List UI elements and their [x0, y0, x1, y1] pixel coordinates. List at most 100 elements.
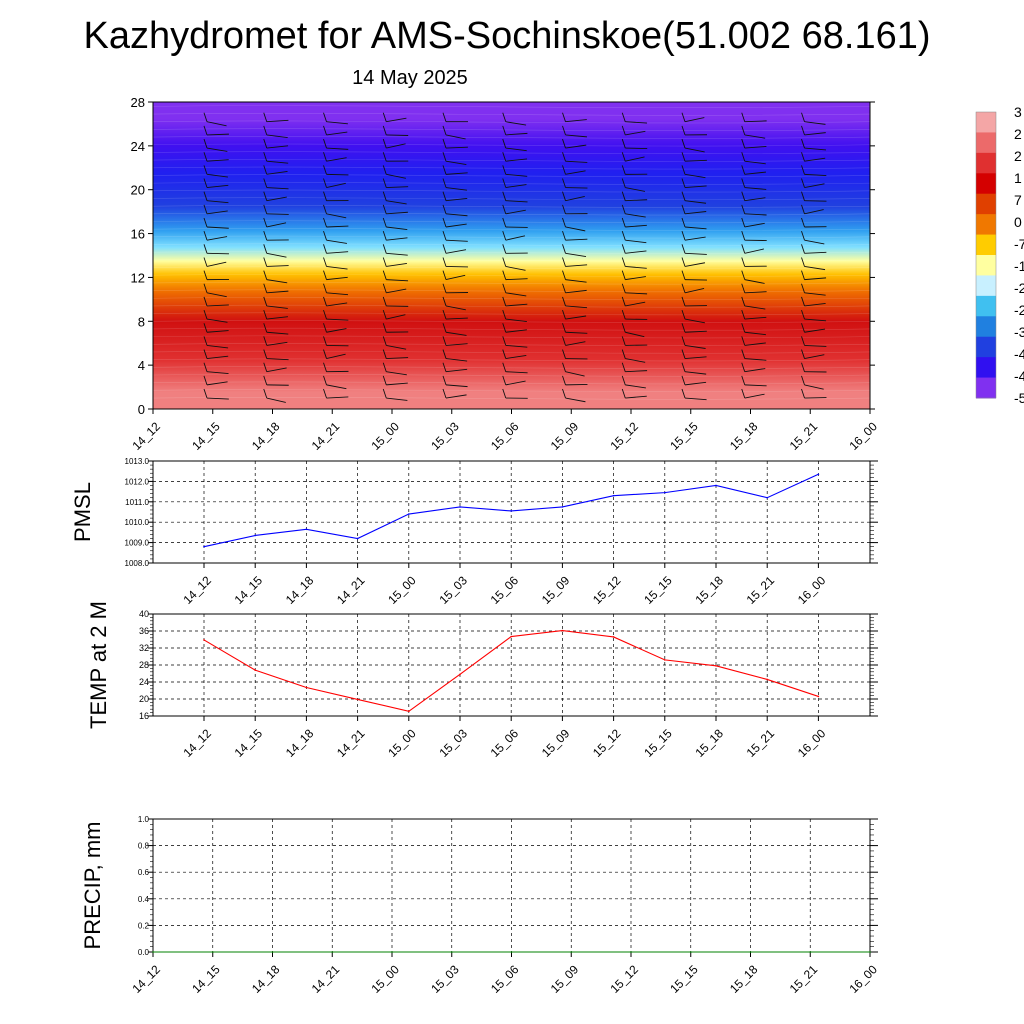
wind-barb [386, 263, 407, 267]
x-tick-label: 15_18 [727, 419, 761, 453]
wind-barb [625, 239, 647, 244]
data-point [715, 665, 717, 667]
wind-barb [625, 395, 647, 399]
wind-barb [804, 344, 827, 347]
wind-barb [684, 159, 707, 162]
data-point [561, 506, 564, 508]
wind-barb [744, 171, 767, 175]
wind-barb-feather [741, 257, 746, 267]
wind-barb [804, 157, 826, 162]
wind-barb-feather [681, 231, 686, 241]
data-point [749, 951, 752, 953]
wind-barb [565, 264, 588, 267]
wind-barb [266, 252, 287, 258]
wind-barb [445, 317, 468, 320]
wind-barb-feather [203, 165, 208, 175]
wind-barb [445, 197, 468, 202]
wind-barb-feather [442, 231, 447, 241]
wind-barb [326, 131, 348, 136]
data-point [809, 951, 812, 953]
colorbar-label: -7 [1014, 236, 1024, 252]
wind-barb-feather [801, 244, 805, 254]
wind-barb-feather [502, 244, 507, 254]
wind-barb [505, 200, 528, 203]
wind-barb-feather [263, 178, 268, 188]
wind-barb [684, 185, 707, 188]
wind-barb-feather [801, 388, 805, 399]
colorbar-label: -5 [1014, 390, 1024, 406]
wind-barb [804, 354, 825, 360]
wind-barb-feather [681, 283, 686, 293]
wind-barb [625, 130, 646, 136]
colorbar-swatch [976, 112, 996, 133]
wind-barb-feather [621, 270, 626, 280]
wind-barb-feather [382, 178, 387, 188]
wind-barb [684, 236, 706, 241]
wind-barb [684, 211, 707, 215]
wind-barb [625, 147, 648, 150]
wind-barb [565, 371, 585, 377]
data-point [612, 636, 615, 638]
contour-line [152, 281, 871, 285]
wind-barb-feather [502, 152, 507, 162]
wind-barb-feather [741, 152, 746, 162]
wind-barb-feather [621, 152, 626, 162]
wind-barb [445, 358, 468, 362]
contour-line [152, 235, 871, 239]
wind-barb [625, 213, 646, 218]
wind-barb [505, 147, 527, 152]
contour-line [152, 266, 871, 270]
chart-title: Kazhydromet for AMS-Sochinskoe(51.002 68… [83, 15, 930, 57]
wind-barb-feather [203, 296, 208, 307]
wind-barb-feather [502, 375, 507, 386]
wind-barb [804, 173, 827, 177]
wind-barb-feather [442, 178, 447, 188]
y-tick-label: 1008.0 [125, 559, 150, 568]
wind-barb-feather [801, 231, 805, 241]
x-tick-label: 16_00 [795, 726, 829, 760]
wind-barb-feather [382, 362, 387, 372]
x-tick-label: 15_21 [787, 962, 821, 996]
x-tick-label: 15_00 [368, 419, 402, 453]
contour-line [152, 182, 871, 185]
wind-barb-feather [801, 138, 805, 149]
wind-barb [625, 301, 646, 307]
wind-barb-feather [263, 323, 268, 333]
wind-barb [386, 226, 408, 231]
data-point [689, 951, 692, 953]
y-tick-label: 20 [131, 183, 145, 198]
wind-barb-feather [741, 204, 746, 214]
wind-barb-feather [263, 349, 268, 359]
wind-barb [266, 119, 289, 123]
wind-barb [625, 187, 646, 192]
wind-barb [625, 331, 645, 338]
contour-line [152, 120, 871, 124]
wind-barb-feather [203, 388, 208, 399]
wind-barb-feather [621, 217, 626, 228]
wind-barb-feather [382, 217, 387, 228]
wind-barb [326, 318, 349, 321]
wind-barb-feather [263, 217, 268, 228]
wind-barb [744, 384, 767, 387]
wind-barb-feather [323, 296, 327, 307]
wind-barb-feather [382, 309, 387, 320]
wind-barb-feather [263, 165, 268, 175]
data-point [459, 506, 461, 508]
wind-barb-feather [681, 388, 686, 399]
wind-barb-feather [442, 217, 447, 228]
wind-barb [266, 397, 286, 403]
wind-barb [505, 380, 526, 386]
wind-barb-feather [621, 296, 626, 307]
wind-barb-feather [263, 125, 268, 136]
wind-barb-feather [203, 323, 208, 333]
y-tick-label: 24 [131, 139, 145, 154]
wind-barb-feather [562, 362, 566, 372]
data-point [664, 491, 666, 494]
wind-barb [744, 146, 767, 149]
wind-barb-feather [263, 257, 268, 267]
wind-barb-feather [323, 152, 327, 162]
data-point [570, 951, 573, 953]
x-tick-label: 15_12 [607, 962, 641, 996]
wind-barb-feather [621, 388, 626, 399]
wind-barb [206, 355, 229, 360]
